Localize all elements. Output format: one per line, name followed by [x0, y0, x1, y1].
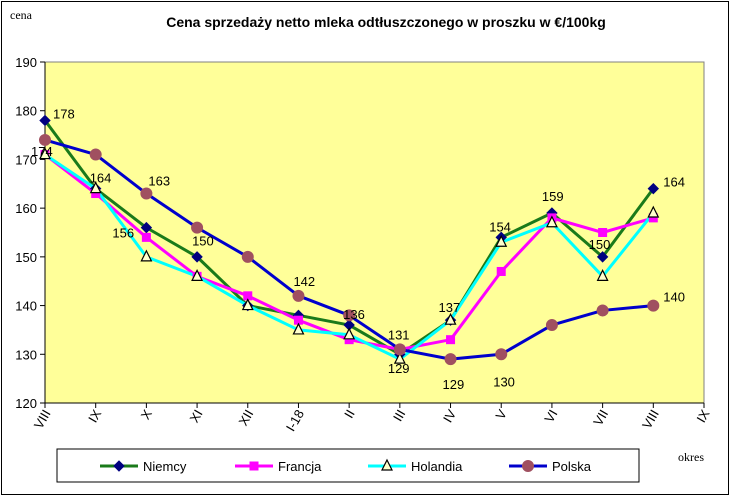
point-polska	[647, 299, 660, 312]
y-tick-label: 170	[15, 152, 37, 167]
data-label: 163	[148, 174, 170, 189]
point-polska	[39, 133, 51, 146]
legend-marker-polska	[522, 460, 534, 472]
point-holandia	[596, 269, 609, 281]
y-tick-label: 130	[15, 347, 37, 362]
data-label: 142	[293, 274, 315, 289]
x-axis-label: okres	[678, 450, 704, 464]
legend-label-polska: Polska	[552, 459, 592, 474]
point-holandia	[292, 322, 305, 335]
data-label: 156	[112, 226, 134, 241]
legend-marker-niemcy	[113, 460, 125, 472]
x-tick-label: XII	[235, 407, 256, 428]
y-tick-label: 140	[15, 299, 37, 314]
point-polska	[545, 319, 558, 332]
legend-label-francja: Francja	[278, 459, 322, 474]
point-niemcy	[140, 221, 153, 234]
point-holandia	[39, 147, 51, 160]
data-label: 150	[589, 237, 611, 252]
x-tick-label: II	[341, 407, 358, 421]
point-francja	[496, 266, 506, 276]
point-polska	[495, 348, 508, 361]
data-label: 140	[663, 290, 685, 305]
y-tick-label: 190	[15, 55, 37, 70]
data-label: 129	[388, 361, 410, 376]
x-tick-label: VII	[590, 407, 611, 428]
point-polska	[191, 221, 204, 234]
x-tick-label: III	[390, 407, 408, 424]
point-polska	[596, 304, 609, 317]
point-holandia	[545, 215, 558, 228]
point-niemcy	[596, 251, 609, 263]
x-tick-label: I-18	[283, 407, 307, 434]
data-label: 178	[53, 106, 75, 121]
point-polska	[140, 187, 153, 200]
point-holandia	[140, 249, 153, 262]
point-holandia	[393, 351, 406, 364]
point-holandia	[343, 327, 356, 340]
point-polska	[292, 289, 305, 302]
point-francja	[141, 232, 151, 242]
point-francja	[598, 228, 608, 237]
data-label: 154	[489, 219, 511, 234]
point-polska	[444, 353, 457, 366]
point-polska	[393, 343, 406, 356]
point-holandia	[495, 234, 508, 247]
x-tick-label: V	[493, 407, 510, 422]
point-francja	[446, 335, 456, 345]
point-holandia	[191, 269, 204, 281]
point-niemcy	[39, 114, 51, 127]
data-label: 159	[542, 189, 564, 204]
x-tick-label: IX	[693, 407, 712, 425]
data-label: 150	[192, 234, 214, 249]
data-label: 164	[663, 175, 685, 190]
data-label: 137	[439, 300, 461, 315]
y-tick-label: 150	[15, 250, 37, 265]
data-label: 130	[493, 374, 515, 389]
x-tick-label: IX	[85, 407, 104, 425]
point-niemcy	[191, 251, 203, 263]
y-tick-label: 180	[15, 104, 37, 119]
point-polska	[241, 250, 254, 263]
data-label: 131	[388, 327, 410, 342]
x-tick-label: IV	[440, 407, 459, 425]
chart-title: Cena sprzedaży netto mleka odtłuszczoneg…	[166, 14, 606, 30]
x-tick-label: XI	[187, 407, 206, 425]
legend-label-niemcy: Niemcy	[143, 459, 187, 474]
data-label: 129	[443, 377, 465, 392]
y-axis-label: cena	[10, 8, 33, 22]
data-label: 136	[343, 307, 365, 322]
point-holandia	[241, 298, 254, 311]
legend: Niemcy Francja Holandia Polska	[56, 448, 640, 483]
x-tick-label: VIII	[639, 407, 662, 431]
data-label: 164	[90, 171, 112, 186]
x-tick-label: X	[138, 407, 155, 422]
point-niemcy	[647, 182, 660, 195]
legend-marker-francja	[249, 461, 259, 471]
point-holandia	[647, 205, 660, 218]
point-holandia	[444, 312, 457, 325]
point-holandia	[89, 181, 102, 194]
point-polska	[89, 148, 102, 161]
y-tick-label: 160	[15, 201, 37, 216]
y-tick-label: 120	[15, 396, 37, 411]
legend-marker-holandia	[381, 458, 393, 471]
point-polska	[343, 309, 356, 322]
data-label: 174	[31, 144, 53, 159]
legend-label-holandia: Holandia	[411, 459, 463, 474]
x-tick-label: VI	[541, 407, 560, 425]
